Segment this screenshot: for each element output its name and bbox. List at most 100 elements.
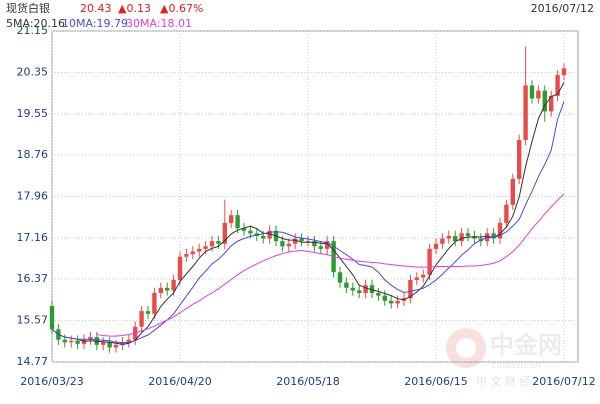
- candle-body: [293, 238, 298, 244]
- candle-body: [158, 287, 163, 293]
- date: 2016/07/12: [531, 2, 594, 15]
- y-tick-label: 15.57: [17, 313, 49, 326]
- candle-body: [318, 246, 323, 249]
- candle-body: [427, 248, 432, 275]
- candle-body: [382, 295, 387, 301]
- candle-body: [446, 235, 451, 239]
- candles: [49, 46, 567, 353]
- candle-body: [504, 204, 509, 223]
- candle-body: [536, 90, 541, 99]
- candle-body: [235, 215, 240, 229]
- candle-body: [497, 222, 503, 239]
- y-tick-label: 19.55: [17, 107, 49, 120]
- x-tick-label: 2016/05/18: [276, 375, 339, 388]
- candle-body: [113, 344, 119, 348]
- candle-body: [261, 235, 266, 239]
- candle-body: [549, 95, 554, 112]
- candle-body: [337, 272, 343, 283]
- legend-entry: 10MA:19.79: [62, 17, 128, 30]
- candle-body: [408, 280, 413, 299]
- candle-body: [369, 285, 375, 293]
- candle-body: [440, 238, 445, 244]
- ma-line: [51, 101, 565, 344]
- candle-body: [190, 251, 195, 255]
- candle-body: [203, 246, 208, 249]
- candle-body: [88, 337, 93, 340]
- candle-body: [555, 75, 560, 96]
- candle-body: [312, 241, 317, 247]
- x-tick-label: 2016/06/15: [404, 375, 467, 388]
- watermark-tagline: 中 文 财 经: [476, 374, 531, 388]
- candle-body: [165, 287, 170, 291]
- change-percent: ▲0.67%: [160, 2, 203, 15]
- candle-body: [459, 233, 464, 242]
- watermark: 中金网 CNGOLD.COM 中 文 财 经: [446, 328, 562, 388]
- candle-body: [517, 139, 522, 179]
- candle-body: [344, 282, 349, 288]
- candle-body: [465, 233, 471, 236]
- change: ▲0.13: [118, 2, 151, 15]
- candle-body: [62, 339, 67, 343]
- candle-body: [510, 178, 515, 205]
- candle-body: [561, 68, 567, 76]
- candle-body: [216, 241, 221, 244]
- candle-body: [529, 85, 535, 99]
- candle-body: [363, 285, 368, 293]
- candle-body: [229, 215, 234, 223]
- candle-body: [376, 292, 381, 296]
- x-tick-label: 2016/04/20: [148, 375, 211, 388]
- legend-entry: 5MA:20.16: [6, 17, 65, 30]
- candle-body: [139, 311, 144, 327]
- candle-body: [350, 287, 355, 291]
- candle-body: [421, 274, 426, 278]
- candle-body: [453, 235, 458, 242]
- candle-body: [184, 254, 189, 257]
- legend-entry: 30MA:18.01: [126, 17, 192, 30]
- candle-body: [209, 241, 215, 247]
- y-tick-label: 20.35: [17, 66, 49, 79]
- candle-body: [248, 230, 253, 234]
- watermark-name: 中金网: [490, 331, 562, 359]
- y-tick-label: 18.76: [17, 148, 49, 161]
- candle-body: [145, 311, 151, 314]
- candle-body: [286, 243, 291, 247]
- candle-body: [107, 342, 112, 348]
- candle-body: [395, 300, 400, 304]
- watermark-logo: [446, 328, 486, 368]
- candle-body: [75, 340, 80, 344]
- candle-body: [241, 228, 247, 231]
- y-tick-label: 17.96: [17, 190, 49, 203]
- candle-body: [197, 248, 202, 252]
- candle-body: [280, 241, 285, 247]
- candle-body: [81, 339, 87, 344]
- ma-line: [96, 193, 565, 337]
- candle-body: [433, 243, 439, 249]
- x-tick-label: 2016/03/23: [20, 375, 83, 388]
- candle-body: [325, 241, 330, 249]
- candle-body: [542, 90, 547, 112]
- candle-body: [357, 290, 362, 293]
- watermark-logo: [456, 338, 476, 358]
- candle-body: [389, 300, 394, 304]
- watermark-site: CNGOLD.COM: [492, 362, 541, 370]
- x-tick-label: 2016/07/12: [532, 375, 595, 388]
- candle-body: [523, 85, 528, 140]
- candle-body: [49, 305, 55, 330]
- y-tick-label: 14.77: [17, 355, 49, 368]
- y-tick-label: 17.16: [17, 231, 49, 244]
- chart-title: 现货白银: [6, 1, 50, 15]
- price: 20.43: [80, 2, 112, 15]
- candle-body: [120, 342, 125, 345]
- candle-body: [101, 342, 106, 345]
- candle-body: [69, 340, 74, 343]
- candle-body: [126, 339, 131, 343]
- y-tick-label: 21.15: [17, 24, 49, 37]
- y-tick-label: 16.37: [17, 272, 49, 285]
- candle-body: [222, 222, 227, 244]
- candle-body: [171, 280, 176, 291]
- candle-body: [299, 238, 304, 242]
- candle-body: [414, 277, 419, 281]
- ma-line: [51, 82, 565, 345]
